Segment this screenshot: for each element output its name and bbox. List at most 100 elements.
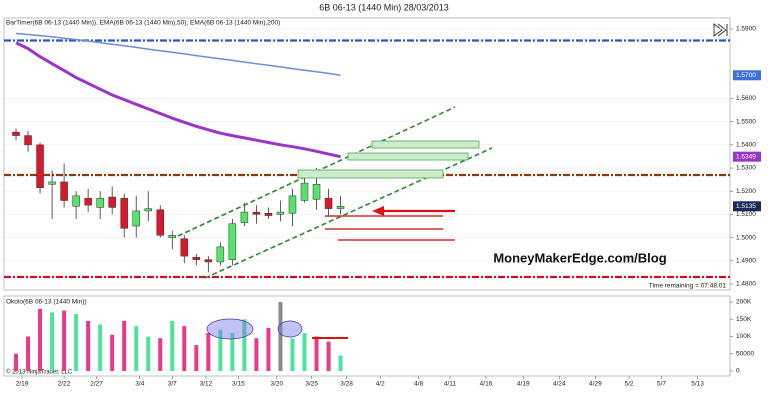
volume-bar	[50, 312, 55, 371]
candle-body	[156, 209, 165, 236]
x-tick-label: 5/13	[691, 381, 704, 388]
volume-bar	[338, 355, 343, 371]
candle-body	[324, 197, 333, 209]
indicator-legend: BarTimer(6B 06-13 (1440 Min)), EMA(6B 06…	[6, 20, 280, 27]
candle-body	[84, 197, 92, 206]
volume-bar	[290, 338, 295, 371]
volume-bar	[266, 327, 271, 371]
volume-bar	[230, 333, 235, 371]
volume-bar	[326, 341, 331, 371]
x-tick-label: 4/16	[480, 381, 493, 388]
volume-bar	[242, 319, 247, 371]
candle-body	[144, 208, 152, 212]
x-tick-label: 3/12	[200, 381, 213, 388]
volume-bar	[26, 336, 31, 371]
ema-line	[15, 41, 341, 159]
candle-body	[252, 211, 261, 215]
highlight-ellipse	[277, 320, 303, 338]
candle-body	[300, 182, 309, 201]
candle-body	[120, 197, 128, 229]
zone-box	[371, 140, 480, 149]
volume-bar	[182, 326, 187, 371]
volume-bar	[38, 308, 43, 371]
volume-bar	[314, 336, 319, 371]
price-marker-label: 1.5349	[736, 153, 756, 160]
candle-body	[36, 144, 44, 188]
price-marker-label: 1.5135	[736, 203, 756, 210]
volume-bar	[206, 333, 211, 371]
volume-bar	[74, 314, 79, 371]
price-marker-label: 1.5700	[736, 72, 756, 79]
volume-bar	[254, 338, 259, 371]
watermark: MoneyMakerEdge.com/Blog	[493, 250, 666, 265]
price-marker	[733, 70, 761, 81]
y-tick-label: 1.5300	[736, 165, 756, 172]
candle-body	[24, 135, 32, 146]
candle-body	[168, 235, 177, 238]
ema-line	[15, 32, 341, 77]
x-tick-label: 3/25	[305, 381, 318, 388]
candle-body	[180, 238, 189, 257]
candle-body	[96, 197, 104, 208]
y-tick-label: 1.5900	[736, 26, 756, 33]
x-tick-label: 4/19	[517, 381, 530, 388]
bar-timer-icon	[713, 23, 728, 37]
channel-lower	[204, 147, 493, 279]
y-tick-label: 200K	[736, 299, 752, 306]
y-tick-label: 1.5500	[736, 118, 756, 125]
volume-bar	[122, 320, 127, 371]
volume-bar	[62, 310, 67, 371]
volume-bar	[14, 353, 19, 371]
volume-bar	[194, 345, 199, 371]
x-tick-label: 5/7	[657, 381, 666, 388]
candle-body	[264, 212, 273, 216]
copyright: © 2013 NinjaTrader, LLC	[6, 369, 73, 376]
candle-body	[72, 195, 80, 207]
time-remaining: Time remaining = 07:48:01	[649, 283, 727, 290]
x-tick-label: 4/2	[376, 381, 385, 388]
volume-bar	[146, 336, 151, 371]
volume-bar	[170, 320, 175, 371]
candle-body	[288, 195, 297, 214]
candle-body	[240, 211, 249, 223]
volume-pane	[3, 295, 731, 377]
y-tick-label: 1.4900	[736, 258, 756, 265]
candle-body	[132, 210, 140, 227]
candle-body	[60, 181, 68, 201]
y-tick-label: 1.5200	[736, 188, 756, 195]
candle-body	[204, 259, 213, 263]
candle-body	[312, 184, 321, 200]
highlight-ellipse	[206, 318, 254, 340]
volume-bar	[158, 338, 163, 371]
volume-title: Okolo(6B 06-13 (1440 Min))	[6, 299, 87, 306]
candle-body	[108, 196, 116, 208]
x-tick-label: 3/20	[271, 381, 284, 388]
candle-body	[12, 131, 20, 136]
price-pane	[3, 17, 731, 291]
candle-body	[336, 206, 345, 209]
x-tick-label: 3/4	[135, 381, 144, 388]
candle-body	[276, 211, 285, 215]
candle-body	[192, 257, 201, 260]
y-tick-label: 150K	[736, 316, 752, 323]
price-marker	[733, 201, 761, 212]
x-tick-label: 4/11	[444, 381, 457, 388]
price-marker	[733, 151, 761, 162]
x-tick-label: 3/15	[232, 381, 245, 388]
x-tick-label: 4/29	[589, 381, 602, 388]
drawing-objects	[177, 106, 493, 340]
x-tick-label: 5/2	[625, 381, 634, 388]
arrow-head	[372, 206, 384, 216]
x-tick-label: 3/7	[168, 381, 177, 388]
candle-body	[48, 181, 56, 185]
y-tick-label: 0	[736, 368, 740, 375]
x-tick-label: 4/8	[414, 381, 423, 388]
zone-box	[347, 152, 469, 161]
x-tick-label: 4/24	[553, 381, 566, 388]
y-tick-label: 100K	[736, 333, 752, 340]
volume-bar	[218, 329, 223, 371]
y-tick-label: 1.5600	[736, 95, 756, 102]
volume-bar	[98, 324, 103, 371]
zone-box	[297, 169, 444, 179]
